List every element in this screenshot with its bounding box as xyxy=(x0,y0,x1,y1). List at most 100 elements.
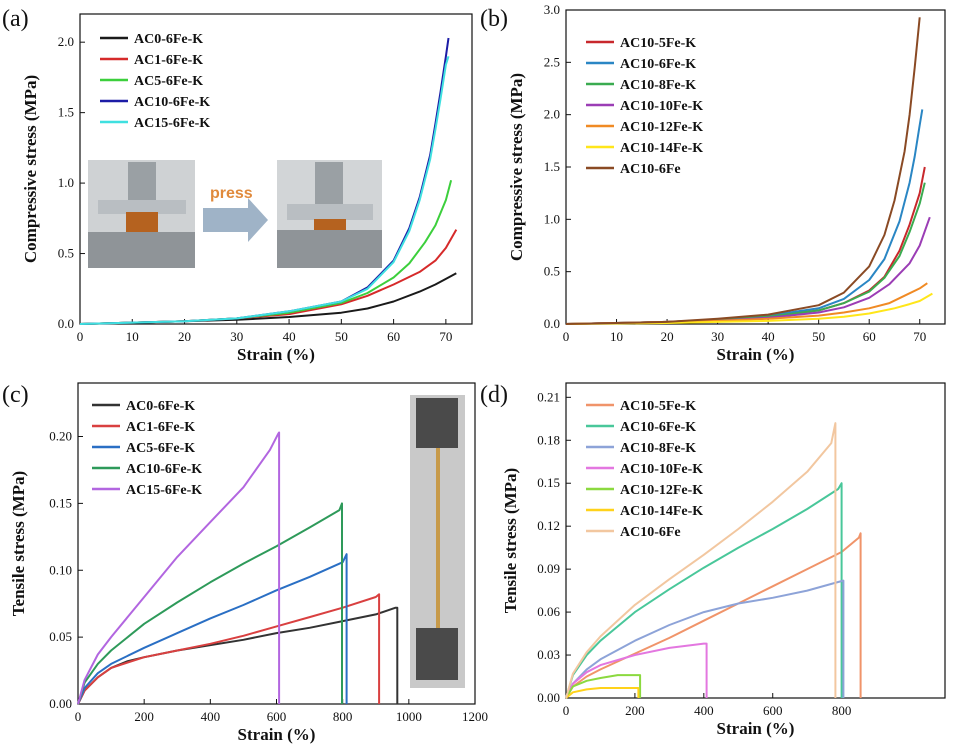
tensile-photo-inset xyxy=(410,395,465,688)
photo-after-base xyxy=(277,230,382,268)
photo-before-sample xyxy=(126,212,158,234)
series-line-AC10-8Fe-K xyxy=(565,579,845,699)
legend-label: AC10-5Fe-K xyxy=(620,36,696,51)
x-tick-label: 200 xyxy=(625,703,645,718)
panel-label: (a) xyxy=(2,6,29,32)
chart-panel-1: (a) 0 10 20 30 40 50 60 70 0.0 0.5 1.0 1.5 2.0 Strain … xyxy=(2,6,473,364)
x-tick-label: 70 xyxy=(913,329,926,344)
series-line-AC10-6Fe xyxy=(565,422,837,699)
x-tick-label: 0 xyxy=(75,709,82,724)
y-axis-label: Compressive stress (MPa) xyxy=(507,73,526,261)
photo-before-base xyxy=(88,232,195,268)
x-tick-label: 1200 xyxy=(462,709,488,724)
legend-label: AC15-6Fe-K xyxy=(134,116,210,131)
chart-panel-4: (d) 0 200 400 600 800 0.00 0.03 0.06 0.09 0.12 0.15… xyxy=(480,382,946,738)
y-tick-label: 0.03 xyxy=(537,647,560,662)
y-tick-label: 3.0 xyxy=(544,2,560,17)
x-tick-label: 20 xyxy=(178,329,191,344)
y-tick-label: 0.12 xyxy=(537,518,560,533)
x-tick-label: 60 xyxy=(387,329,400,344)
x-tick-label: 40 xyxy=(762,329,775,344)
y-tick-label: 1.5 xyxy=(544,159,560,174)
panel-label: (d) xyxy=(480,382,508,408)
x-axis-label: Strain (%) xyxy=(717,719,795,738)
legend-label: AC10-6Fe-K xyxy=(620,420,696,435)
series-line-AC10-10Fe-K xyxy=(565,642,708,699)
series-line-AC10-5Fe-K xyxy=(565,166,926,325)
y-tick-label: 0.0 xyxy=(58,316,74,331)
y-tick-label: 0.15 xyxy=(537,475,560,490)
x-tick-label: 800 xyxy=(832,703,852,718)
y-tick-label: 0.05 xyxy=(49,629,72,644)
photo-after-sample xyxy=(314,219,346,231)
x-tick-label: 20 xyxy=(661,329,674,344)
tensile-photo-bottom-clamp xyxy=(416,628,458,680)
x-tick-label: 600 xyxy=(267,709,287,724)
x-tick-label: 70 xyxy=(439,329,452,344)
y-tick-label: 0.00 xyxy=(537,690,560,705)
chart-panel-2: (b) 0 10 20 30 40 50 60 70 0.0 0.5 1.0 1.5 2.0 2.5 3.0 S… xyxy=(480,2,946,364)
x-tick-label: 200 xyxy=(134,709,154,724)
x-tick-label: 10 xyxy=(610,329,623,344)
plot-frame xyxy=(565,382,946,699)
y-tick-label: 0.10 xyxy=(49,562,72,577)
y-tick-label: 0.15 xyxy=(49,495,72,510)
legend-label: AC10-14Fe-K xyxy=(620,504,703,519)
x-tick-label: 600 xyxy=(763,703,783,718)
photo-after-clamp-top xyxy=(315,162,343,206)
chart-panel-3: (c) 0 200 400 600 800 1000 1200 0.00 0.05 0.10 0.15… xyxy=(2,382,488,744)
y-tick-label: 0.00 xyxy=(49,696,72,711)
legend-label: AC0-6Fe-K xyxy=(126,399,195,414)
legend-label: AC10-8Fe-K xyxy=(620,78,696,93)
y-tick-label: 0.18 xyxy=(537,432,560,447)
y-tick-label: 2.5 xyxy=(544,54,560,69)
legend-label: AC10-14Fe-K xyxy=(620,141,703,156)
x-tick-label: 10 xyxy=(126,329,139,344)
y-tick-label: 1.5 xyxy=(58,105,74,120)
photo-after-plate-top xyxy=(287,204,373,220)
panel-label: (c) xyxy=(2,382,29,408)
x-tick-label: 60 xyxy=(863,329,876,344)
x-tick-label: 0 xyxy=(563,329,570,344)
y-tick-label: 0.09 xyxy=(537,561,560,576)
legend-label: AC10-6Fe-K xyxy=(620,57,696,72)
legend-label: AC10-10Fe-K xyxy=(620,462,703,477)
legend-label: AC10-8Fe-K xyxy=(620,441,696,456)
legend-label: AC10-6Fe-K xyxy=(126,462,202,477)
y-tick-label: 1.0 xyxy=(58,175,74,190)
photo-before-plate-top xyxy=(98,200,186,214)
y-tick-label: 0.21 xyxy=(537,389,560,404)
x-tick-label: 40 xyxy=(283,329,296,344)
series-line-AC10-8Fe-K xyxy=(565,182,926,325)
legend-label: AC0-6Fe-K xyxy=(134,32,203,47)
y-tick-label: 2.0 xyxy=(58,34,74,49)
legend-label: AC1-6Fe-K xyxy=(126,420,195,435)
panel-label: (b) xyxy=(480,6,508,32)
series-line-AC10-14Fe-K xyxy=(565,687,640,699)
series-line-AC15-6Fe-K xyxy=(79,56,450,325)
legend-label: AC10-6Fe xyxy=(620,162,681,177)
y-axis-label: Tensile stress (MPa) xyxy=(9,471,28,616)
series-line-AC10-6Fe-K xyxy=(565,482,843,699)
legend-label: AC10-12Fe-K xyxy=(620,120,703,135)
press-arrow xyxy=(203,198,268,242)
x-tick-label: 0 xyxy=(77,329,84,344)
x-tick-label: 400 xyxy=(201,709,221,724)
series-line-AC15-6Fe-K xyxy=(77,431,281,705)
x-tick-label: 400 xyxy=(694,703,714,718)
y-tick-label: 0.06 xyxy=(537,604,560,619)
x-tick-label: 800 xyxy=(333,709,353,724)
legend-label: AC5-6Fe-K xyxy=(126,441,195,456)
legend-label: AC10-12Fe-K xyxy=(620,483,703,498)
y-tick-label: 1.0 xyxy=(544,211,560,226)
y-tick-label: 0.20 xyxy=(49,429,72,444)
legend-label: AC10-5Fe-K xyxy=(620,399,696,414)
tensile-photo-top-clamp xyxy=(416,398,458,448)
photo-before-clamp-top xyxy=(128,162,156,202)
legend-label: AC10-10Fe-K xyxy=(620,99,703,114)
y-axis-label: Compressive stress (MPa) xyxy=(21,75,40,263)
compression-photo-inset xyxy=(88,160,382,268)
x-tick-label: 1000 xyxy=(396,709,422,724)
series-line-AC10-5Fe-K xyxy=(565,532,862,699)
y-tick-label: 0.5 xyxy=(58,246,74,261)
